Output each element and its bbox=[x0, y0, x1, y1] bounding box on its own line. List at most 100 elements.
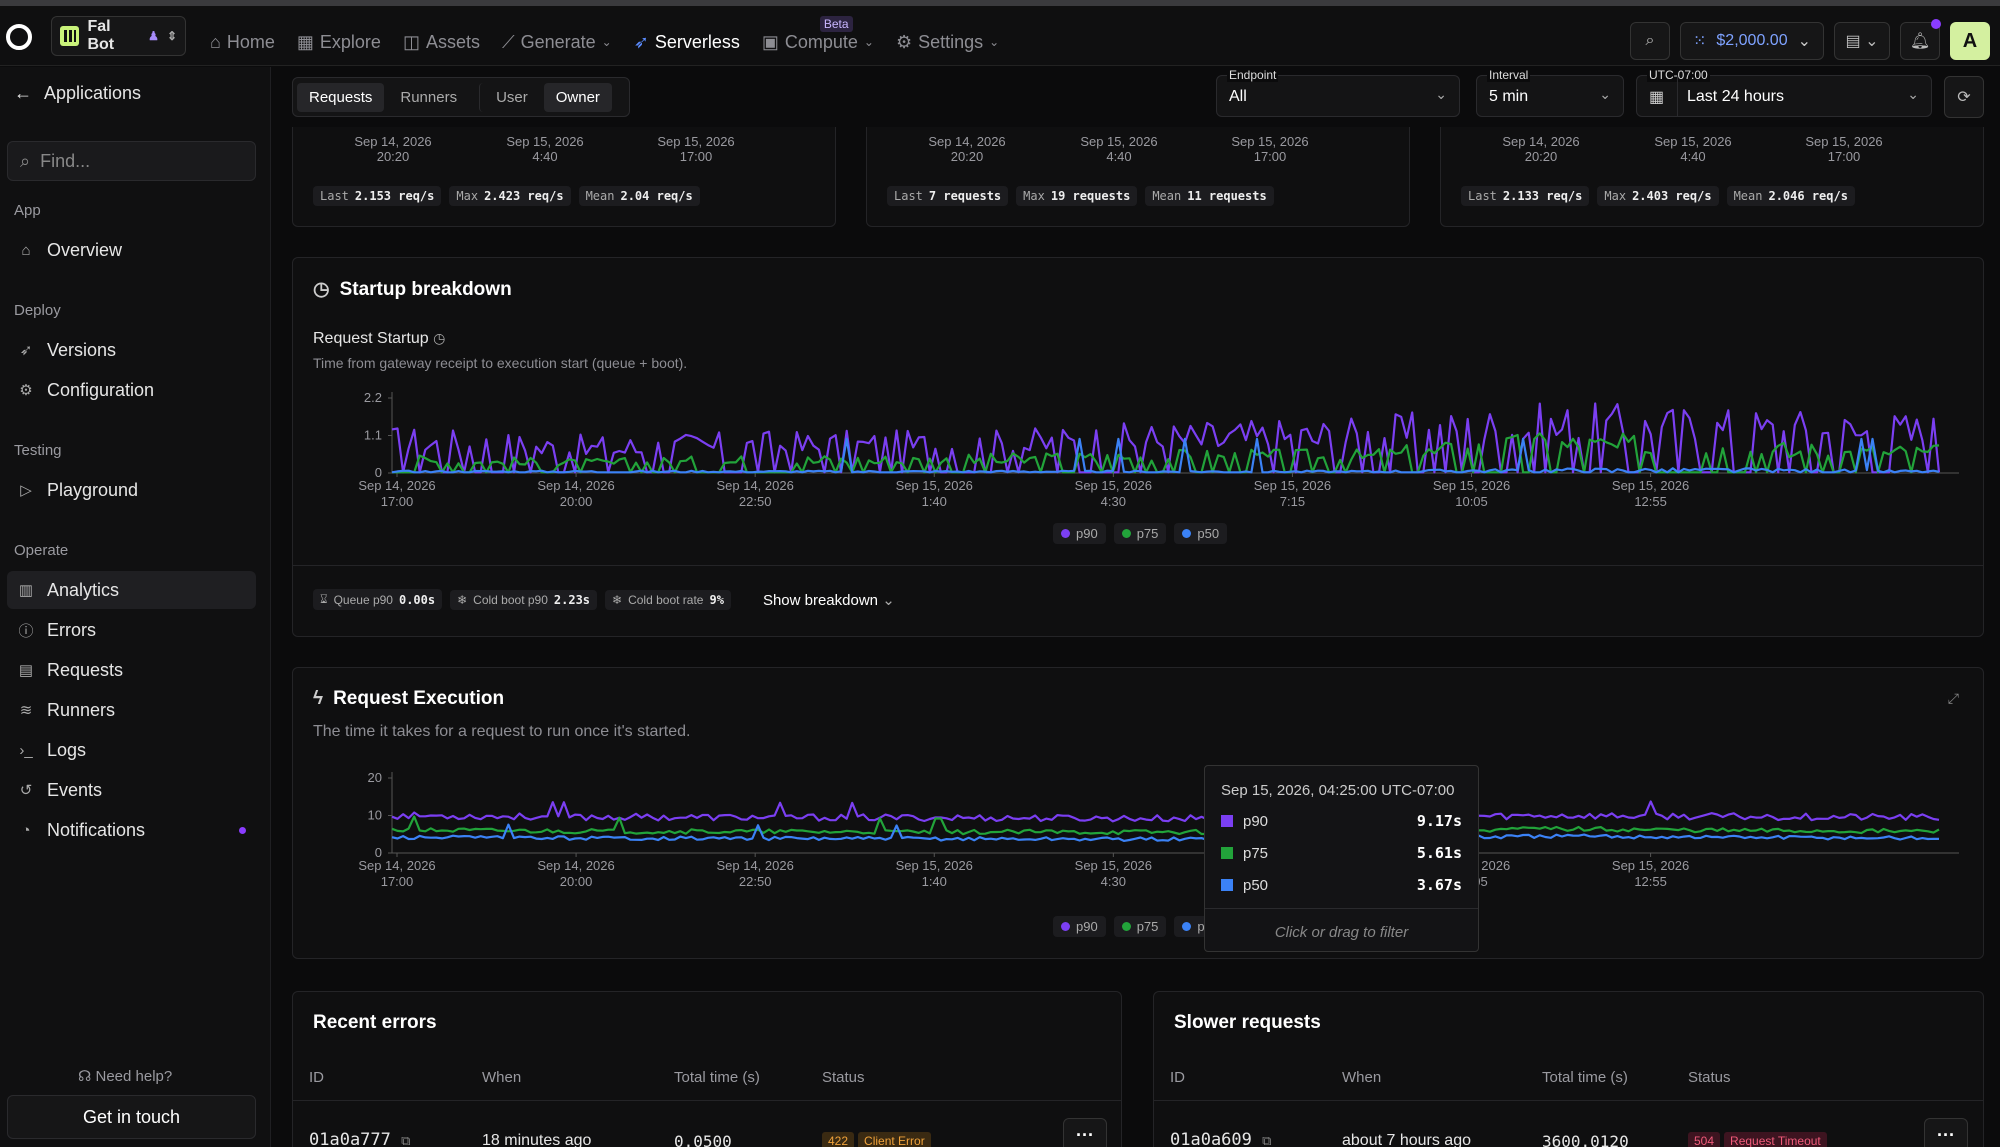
sidebar-item-versions[interactable]: ➶ Versions bbox=[7, 331, 256, 369]
docs-menu-button[interactable]: ▤ ⌄ bbox=[1834, 22, 1890, 60]
series-line-p75[interactable] bbox=[391, 815, 1940, 836]
info-icon: ◷ bbox=[433, 330, 446, 346]
legend-p90[interactable]: p90 bbox=[1053, 523, 1106, 544]
col-id: ID bbox=[309, 1069, 324, 1086]
search-icon: ⌕ bbox=[20, 150, 31, 171]
tab-owner[interactable]: Owner bbox=[543, 82, 612, 112]
dots-grid-icon: ⁙ bbox=[1693, 33, 1707, 50]
sidebar-item-configuration[interactable]: ⚙ Configuration bbox=[7, 371, 256, 409]
x-tick-label: Sep 14, 2026 bbox=[358, 478, 435, 493]
chevron-down-icon: ⌄ bbox=[1435, 86, 1447, 102]
slower-requests-title: Slower requests bbox=[1174, 1012, 1321, 1033]
nav-compute[interactable]: Beta ▣ Compute ⌄ bbox=[762, 12, 874, 72]
sidebar-item-notifications[interactable]: ◔ Notifications bbox=[7, 811, 256, 849]
section-testing: Testing bbox=[14, 442, 62, 459]
main-content: Sep 14, 2026 20:20 Sep 15, 2026 4:40 Sep 1… bbox=[272, 67, 2000, 1147]
request-execution-card: ϟ Request Execution ⤢ The time it takes f… bbox=[292, 667, 1984, 959]
need-help: ☊ Need help? bbox=[78, 1067, 172, 1085]
get-in-touch-button[interactable]: Get in touch bbox=[7, 1095, 256, 1139]
series-line-p50[interactable] bbox=[391, 437, 1940, 474]
nav-home[interactable]: ⌂ Home bbox=[210, 12, 275, 72]
tooltip-hint: Click or drag to filter bbox=[1274, 924, 1409, 941]
x-tick: Sep 14, 2026 20:20 bbox=[1502, 134, 1580, 164]
y-tick-label: 20 bbox=[368, 770, 382, 785]
col-when: When bbox=[1342, 1069, 1382, 1086]
sidebar-item-overview[interactable]: ⌂ Overview bbox=[7, 231, 256, 269]
nav-assets[interactable]: ◫ Assets bbox=[403, 12, 480, 72]
error-when: 18 minutes ago bbox=[482, 1132, 592, 1147]
series-line-p75[interactable] bbox=[392, 432, 1940, 474]
assets-icon: ◫ bbox=[402, 31, 420, 52]
sidebar-item-analytics[interactable]: ▥ Analytics bbox=[7, 571, 256, 609]
endpoint-select[interactable]: Endpoint All ⌄ bbox=[1216, 68, 1460, 117]
sidebar-item-errors[interactable]: ⓘ Errors bbox=[7, 611, 256, 649]
copy-icon[interactable]: ⧉ bbox=[1262, 1134, 1272, 1147]
legend-p90[interactable]: p90 bbox=[1053, 916, 1106, 937]
series-line-p50[interactable] bbox=[391, 823, 1940, 843]
divider bbox=[1677, 76, 1678, 116]
sidebar-item-requests[interactable]: ▤ Requests bbox=[7, 651, 256, 689]
error-id[interactable]: 01a0a777 ⧉ bbox=[309, 1130, 411, 1147]
tab-user[interactable]: User bbox=[479, 82, 540, 112]
row-actions-button[interactable]: ··· bbox=[1924, 1118, 1968, 1147]
top-right-controls: ⌕ ⁙ $2,000.00 ⌄ ▤ ⌄ 🔔︎ A bbox=[1630, 19, 1990, 60]
col-total-time: Total time (s) bbox=[1542, 1069, 1628, 1086]
sidebar-item-events[interactable]: ↺ Events bbox=[7, 771, 256, 809]
interval-select[interactable]: Interval 5 min ⌄ bbox=[1476, 68, 1624, 117]
sidebar-item-label: Playground bbox=[47, 479, 139, 500]
tab-runners[interactable]: Runners bbox=[400, 88, 458, 106]
back-to-applications[interactable]: ← Applications bbox=[14, 83, 141, 104]
endpoint-value: All bbox=[1229, 88, 1247, 105]
credits-button[interactable]: ⁙ $2,000.00 ⌄ bbox=[1680, 22, 1824, 60]
refresh-button[interactable]: ⟳ bbox=[1944, 76, 1984, 118]
sidebar-item-label: Logs bbox=[47, 739, 87, 760]
nav-assets-label: Assets bbox=[425, 31, 480, 52]
legend-p75[interactable]: p75 bbox=[1113, 523, 1167, 544]
series-line-p90[interactable] bbox=[391, 402, 1941, 474]
time-range-select[interactable]: UTC-07:00 ▦ Last 24 hours ⌄ bbox=[1636, 68, 1932, 117]
sidebar-item-playground[interactable]: ▷ Playground bbox=[7, 471, 256, 509]
sidebar-item-runners[interactable]: ≋ Runners bbox=[7, 691, 256, 729]
x-tick-label: Sep 15, 2026 bbox=[896, 478, 973, 493]
bar-chart-icon: ▥ bbox=[18, 582, 34, 599]
row-actions-button[interactable]: ··· bbox=[1063, 1118, 1107, 1147]
endpoint-label: Endpoint bbox=[1227, 68, 1279, 82]
notifications-button[interactable]: 🔔︎ bbox=[1900, 19, 1941, 60]
show-breakdown-button[interactable]: Show breakdown ⌄ bbox=[763, 591, 895, 609]
app-selector[interactable]: Fal Bot ♟ ⇕ bbox=[51, 16, 186, 56]
tab-requests[interactable]: Requests bbox=[297, 82, 385, 112]
legend-p75[interactable]: p75 bbox=[1113, 916, 1167, 937]
nav-settings[interactable]: ⚙ Settings ⌄ bbox=[896, 12, 999, 72]
startup-stats-row: ⌛︎ Queue p90 0.00s ❄ Cold boot p90 2.23s ❄ Co… bbox=[313, 589, 895, 610]
search-button[interactable]: ⌕ bbox=[1630, 22, 1670, 60]
chart-tooltip: Sep 15, 2026, 04:25:00 UTC-07:00 p90 9.17… bbox=[1204, 765, 1479, 952]
user-avatar[interactable]: A bbox=[1950, 22, 1990, 60]
refresh-icon: ⟳ bbox=[1957, 89, 1971, 106]
request-when: about 7 hours ago bbox=[1342, 1132, 1471, 1147]
x-tick: Sep 15, 2026 4:40 bbox=[1654, 134, 1732, 164]
recent-errors-card: Recent errors ID When Total time (s) Sta… bbox=[292, 991, 1122, 1147]
credits-amount: $2,000.00 bbox=[1716, 32, 1788, 49]
analytics-filter-bar: Requests Runners User Owner Endpoint All ⌄… bbox=[272, 67, 2000, 127]
find-input[interactable]: ⌕ Find... bbox=[7, 141, 256, 181]
home-icon: ⌂ bbox=[21, 241, 31, 259]
copy-icon[interactable]: ⧉ bbox=[401, 1134, 411, 1147]
col-when: When bbox=[482, 1069, 522, 1086]
x-tick: Sep 15, 2026 4:40 bbox=[506, 134, 584, 164]
col-id: ID bbox=[1170, 1069, 1185, 1086]
nav-explore[interactable]: ▦ Explore bbox=[297, 12, 381, 72]
nav-serverless-label: Serverless bbox=[654, 31, 740, 52]
series-line-p90[interactable] bbox=[391, 800, 1940, 823]
sidebar-item-logs[interactable]: ›_ Logs bbox=[7, 731, 256, 769]
fal-logo-icon[interactable] bbox=[6, 24, 32, 50]
nav-generate[interactable]: ⟋ Generate ⌄ bbox=[502, 12, 612, 72]
expand-icon[interactable]: ⤢ bbox=[1947, 690, 1959, 706]
legend-p50[interactable]: p50 bbox=[1174, 523, 1228, 544]
y-tick-label: 10 bbox=[368, 808, 382, 823]
recent-errors-title: Recent errors bbox=[313, 1012, 437, 1033]
play-circle-icon: ▷ bbox=[20, 482, 32, 499]
nav-serverless[interactable]: ➶ Serverless bbox=[633, 12, 740, 73]
request-id[interactable]: 01a0a609 ⧉ bbox=[1170, 1130, 1272, 1147]
